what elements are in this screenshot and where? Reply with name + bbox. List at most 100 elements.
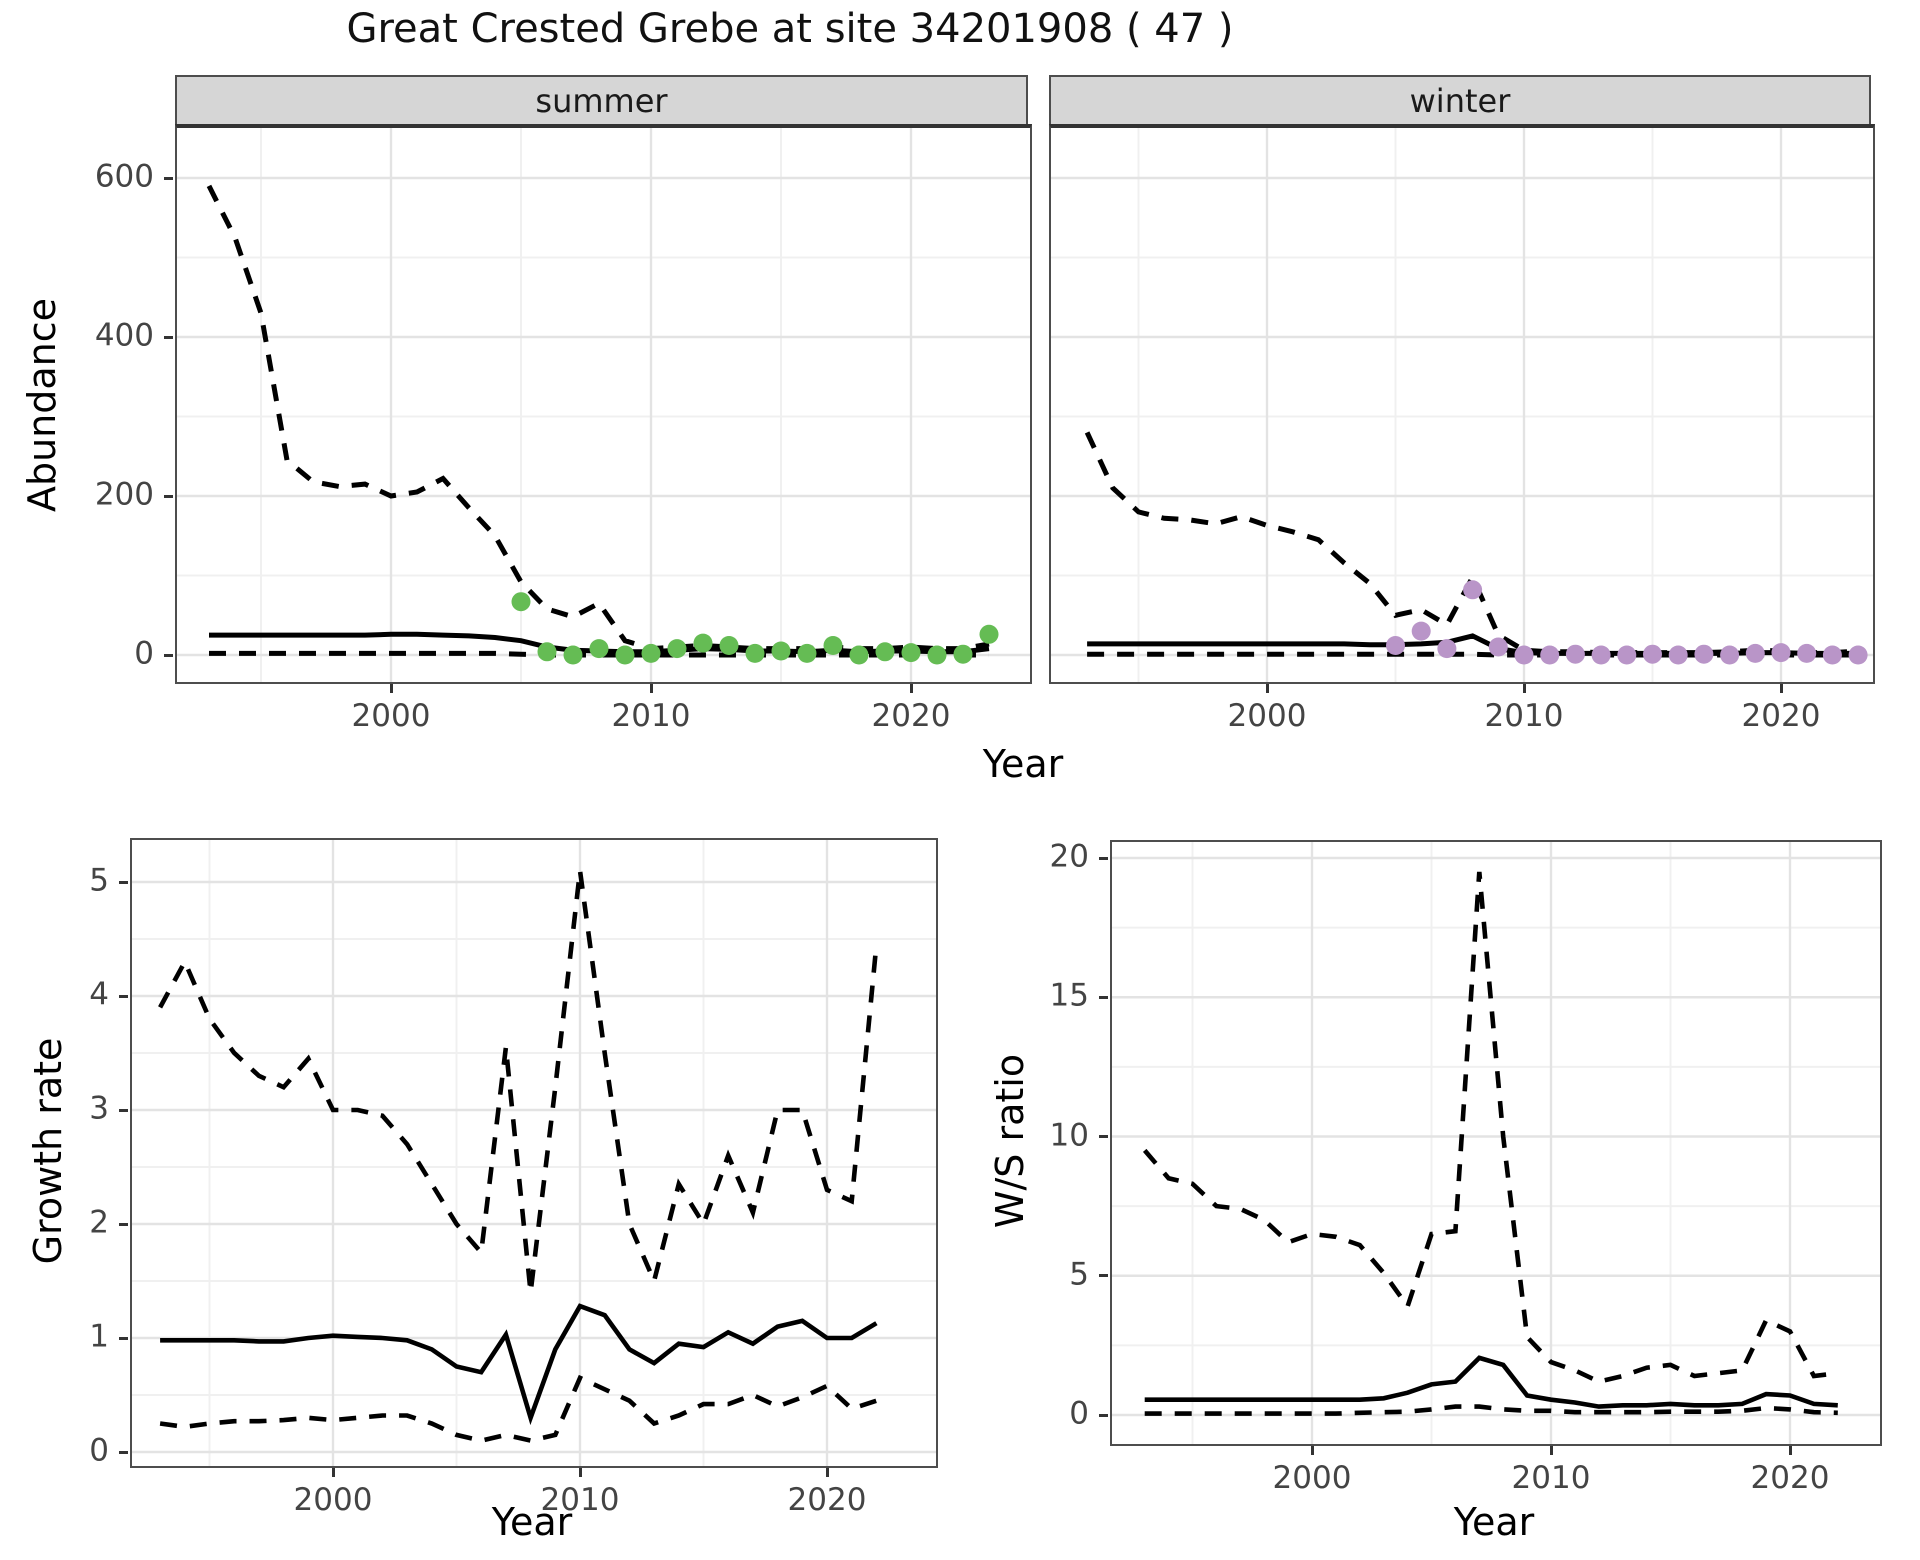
growth-rate-panel: [130, 838, 938, 1468]
x-tick-mark: [578, 1468, 582, 1477]
y-tick-mark: [164, 653, 173, 657]
y-tick-mark: [1099, 1274, 1108, 1278]
y-tick-label: 4: [89, 976, 109, 1013]
x-tick-label: 2020: [1750, 1460, 1830, 1496]
summer-observed-point: [823, 636, 843, 655]
x-tick-mark: [1522, 684, 1526, 693]
summer-observed-point: [849, 645, 869, 665]
y-tick-mark: [119, 1222, 128, 1226]
winter-observed-point: [1720, 645, 1740, 665]
y-tick-label: 200: [94, 476, 154, 513]
y-tick-mark: [1099, 1413, 1108, 1417]
summer-observed-point: [641, 643, 661, 663]
x-tick-label: 2000: [1227, 698, 1307, 734]
y-tick-label: 1: [89, 1318, 109, 1355]
summer-observed-point: [901, 643, 921, 663]
summer-observed-point: [745, 643, 765, 663]
y-tick-mark: [119, 880, 128, 884]
winter-observed-point: [1514, 645, 1534, 665]
summer-observed-point: [511, 592, 531, 612]
y-tick-label: 5: [89, 862, 109, 899]
winter-observed-point: [1386, 636, 1405, 655]
x-tick-label: 2020: [871, 698, 951, 734]
x-tick-mark: [825, 1468, 829, 1477]
chart-title: Great Crested Grebe at site 34201908 ( 4…: [346, 6, 1234, 52]
winter-panel: [1049, 124, 1875, 684]
x-tick-label: 2010: [540, 1482, 620, 1518]
growth-rate-plot: [132, 840, 936, 1466]
y-tick-label: 10: [1049, 1117, 1089, 1154]
winter-upper_ci-line: [1084, 431, 1859, 656]
winter-observed-point: [1411, 621, 1431, 641]
y-tick-mark: [119, 994, 128, 998]
winter-observed-point: [1437, 639, 1457, 659]
y-tick-label: 0: [134, 635, 154, 672]
y-tick-mark: [119, 1450, 128, 1454]
summer-observed-point: [563, 645, 583, 665]
summer-observed-point: [875, 642, 895, 662]
x-tick-label: 2020: [787, 1482, 867, 1518]
winter-observed-point: [1463, 580, 1483, 600]
y-tick-label: 0: [89, 1432, 109, 1469]
summer-observed-point: [719, 636, 739, 655]
summer-observed-point: [667, 639, 687, 659]
winter-observed-point: [1591, 645, 1611, 665]
summer-observed-point: [953, 644, 973, 664]
y-tick-mark: [1099, 856, 1108, 860]
ws-year-axis-label: Year: [1453, 1500, 1535, 1544]
top-year-axis-label: Year: [982, 742, 1064, 786]
y-tick-mark: [1099, 995, 1108, 999]
winter-observed-point: [1848, 645, 1868, 665]
summer-observed-point: [537, 642, 557, 662]
winter-observed-point: [1668, 645, 1688, 665]
y-tick-label: 5: [1069, 1256, 1089, 1293]
ws-ratio-panel: [1110, 840, 1882, 1446]
growth_rate-mean-line: [160, 1303, 878, 1426]
x-tick-mark: [1265, 684, 1269, 693]
winter-observed-point: [1771, 643, 1791, 663]
summer-observed-point: [927, 645, 947, 665]
facet-strip-winter-label: winter: [1409, 81, 1511, 120]
y-tick-label: 400: [94, 317, 154, 354]
x-tick-label: 2010: [611, 698, 691, 734]
x-tick-label: 2000: [293, 1482, 373, 1518]
growth_rate-upper_ci-line: [158, 870, 879, 1293]
winter-observed-point: [1617, 645, 1637, 665]
x-tick-mark: [389, 684, 393, 693]
y-tick-label: 3: [89, 1090, 109, 1127]
ws_ratio-upper_ci-line: [1142, 871, 1839, 1385]
winter-observed-point: [1643, 644, 1662, 664]
winter-observed-point: [1822, 645, 1842, 665]
x-tick-label: 2000: [351, 698, 431, 734]
x-tick-label: 2000: [1272, 1460, 1352, 1496]
growth-year-axis-label: Year: [491, 1500, 573, 1544]
facet-strip-summer-label: summer: [535, 81, 668, 120]
summer-plot: [177, 128, 1030, 682]
winter-observed-point: [1540, 645, 1560, 665]
x-tick-mark: [909, 684, 913, 693]
y-tick-mark: [164, 494, 173, 498]
y-tick-mark: [119, 1336, 128, 1340]
winter-observed-point: [1565, 644, 1585, 664]
x-tick-mark: [1788, 1446, 1792, 1455]
summer-observed-point: [589, 639, 609, 659]
y-tick-mark: [1099, 1135, 1108, 1138]
summer-observed-point: [797, 643, 817, 663]
growth_rate-lower_ci-line: [159, 1374, 878, 1443]
y-tick-mark: [164, 176, 173, 180]
y-tick-label: 2: [89, 1204, 109, 1241]
winter-observed-point: [1694, 644, 1714, 664]
summer-panel: [175, 124, 1032, 684]
x-tick-label: 2020: [1741, 698, 1821, 734]
y-tick-label: 600: [94, 158, 154, 195]
x-tick-mark: [331, 1468, 335, 1477]
ws-ratio-plot: [1112, 842, 1880, 1444]
y-tick-label: 15: [1049, 977, 1089, 1014]
x-tick-mark: [649, 684, 653, 693]
y-tick-label: 0: [1069, 1395, 1089, 1432]
y-tick-mark: [119, 1108, 128, 1112]
winter-observed-point: [1797, 643, 1817, 663]
summer-observed-point: [771, 641, 791, 661]
y-tick-mark: [164, 335, 173, 339]
